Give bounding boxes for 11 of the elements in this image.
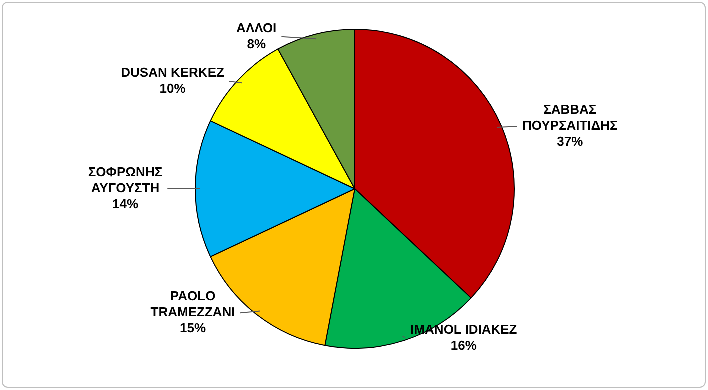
data-label: 8% [247, 36, 266, 52]
data-label: 37% [557, 134, 584, 150]
slice-label: ΣΑΒΒΑΣ ΠΟΥΡΣΑΙΤΙΔΗΣ [522, 102, 618, 134]
data-label: 10% [160, 81, 186, 96]
data-label: 15% [180, 320, 206, 336]
slice-label: ΑΛΛΟΙ [236, 20, 277, 36]
slice-label: PAOLO TRAMEZZANI [150, 288, 236, 320]
data-label: 14% [112, 196, 139, 212]
slice-label: DUSAN KERKEZ [121, 65, 224, 80]
slice-label: ΣΟΦΡΩΝΗΣ ΑΥΓΟΥΣΤΗ [88, 164, 163, 196]
data-label: 16% [450, 338, 478, 353]
